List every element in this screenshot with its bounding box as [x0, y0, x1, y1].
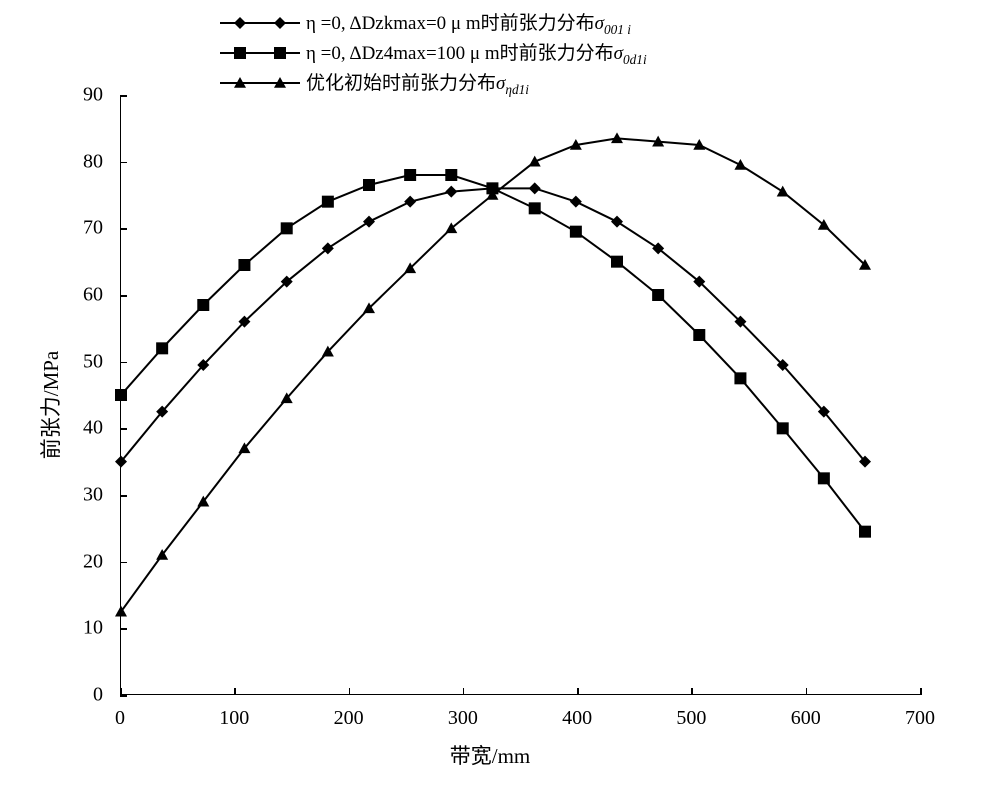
y-tick-mark [120, 295, 127, 297]
x-tick-mark [349, 688, 351, 695]
x-tick-mark [577, 688, 579, 695]
y-tick-label: 10 [83, 617, 103, 640]
y-tick-mark [120, 495, 127, 497]
y-tick-label: 50 [83, 350, 103, 373]
x-tick-label: 300 [448, 707, 478, 730]
x-tick-label: 200 [334, 707, 364, 730]
x-tick-label: 600 [791, 707, 821, 730]
y-tick-mark [120, 428, 127, 430]
y-tick-label: 30 [83, 484, 103, 507]
x-axis-label: 带宽/mm [450, 740, 531, 770]
x-tick-mark [234, 688, 236, 695]
legend-item: η =0, ΔDz4max=100 μ m时前张力分布σ0d1i [220, 40, 647, 66]
y-tick-mark [120, 562, 127, 564]
y-tick-label: 0 [93, 684, 103, 707]
y-tick-mark [120, 628, 127, 630]
y-tick-mark [120, 695, 127, 697]
x-tick-label: 0 [115, 707, 125, 730]
legend-label: η =0, ΔDz4max=100 μ m时前张力分布σ0d1i [306, 38, 647, 68]
legend-marker-line [220, 43, 300, 63]
plot-area [120, 95, 920, 695]
legend-label: η =0, ΔDzkmax=0 μ m时前张力分布σ001 i [306, 8, 631, 38]
x-tick-label: 500 [676, 707, 706, 730]
legend-item: η =0, ΔDzkmax=0 μ m时前张力分布σ001 i [220, 10, 647, 36]
x-tick-mark [806, 688, 808, 695]
y-tick-mark [120, 162, 127, 164]
y-tick-mark [120, 362, 127, 364]
legend-marker-line [220, 73, 300, 93]
legend: η =0, ΔDzkmax=0 μ m时前张力分布σ001 i η =0, ΔD… [220, 10, 647, 100]
x-tick-label: 100 [219, 707, 249, 730]
y-tick-mark [120, 228, 127, 230]
y-axis-label: 前张力/MPa [35, 351, 65, 460]
x-tick-mark [463, 688, 465, 695]
legend-label: 优化初始时前张力分布σηd1i [306, 68, 529, 98]
x-tick-mark [120, 688, 122, 695]
y-tick-mark [120, 95, 127, 97]
y-tick-label: 70 [83, 217, 103, 240]
plot-svg [121, 95, 920, 694]
chart-container: η =0, ΔDzkmax=0 μ m时前张力分布σ001 i η =0, ΔD… [40, 10, 960, 770]
legend-item: 优化初始时前张力分布σηd1i [220, 70, 647, 96]
x-tick-mark [920, 688, 922, 695]
y-tick-label: 80 [83, 150, 103, 173]
x-tick-label: 400 [562, 707, 592, 730]
y-tick-label: 40 [83, 417, 103, 440]
y-tick-label: 60 [83, 284, 103, 307]
x-ticks: 0100200300400500600700 [120, 695, 920, 735]
x-tick-mark [691, 688, 693, 695]
y-tick-label: 90 [83, 84, 103, 107]
y-tick-label: 20 [83, 550, 103, 573]
x-tick-label: 700 [905, 707, 935, 730]
legend-marker-line [220, 13, 300, 33]
